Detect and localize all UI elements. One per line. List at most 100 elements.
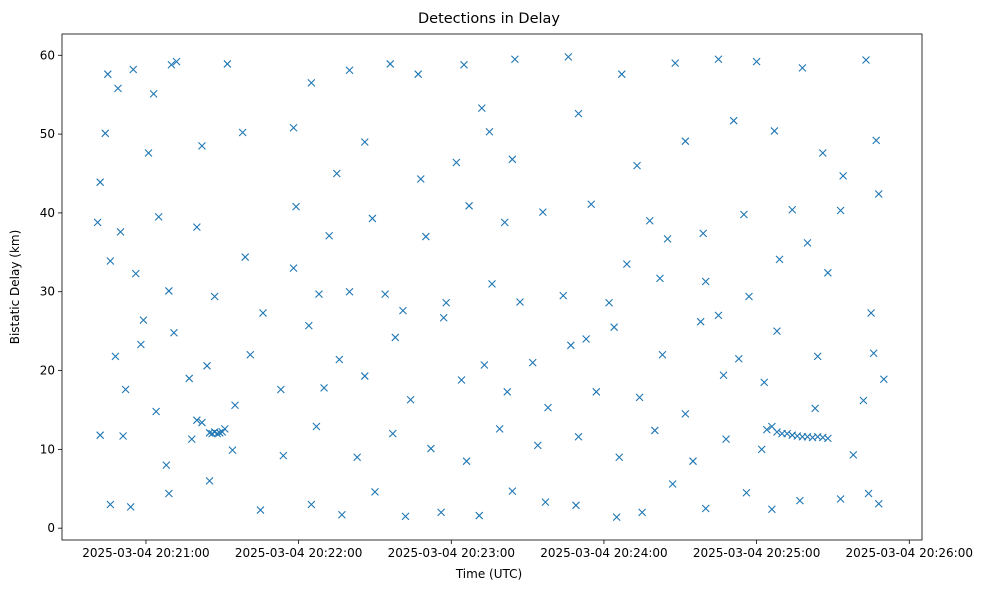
data-point-marker <box>129 65 138 74</box>
data-point-marker <box>386 60 395 68</box>
data-point-marker <box>164 287 173 295</box>
data-point-marker <box>783 429 792 438</box>
data-point-marker <box>337 510 346 519</box>
data-point-marker <box>144 149 153 157</box>
data-point-marker <box>770 127 779 135</box>
data-point-marker <box>325 231 334 240</box>
data-point-marker <box>238 128 247 137</box>
data-point-marker <box>154 212 163 221</box>
data-point-marker <box>111 352 120 361</box>
data-point-marker <box>740 210 748 219</box>
data-point-marker <box>93 218 102 227</box>
data-point-marker <box>185 374 194 383</box>
data-point-marker <box>460 60 468 69</box>
data-point-marker <box>167 60 176 69</box>
data-point-marker <box>668 480 677 488</box>
data-point-marker <box>289 264 298 272</box>
data-point-marker <box>879 375 888 384</box>
data-point-marker <box>528 358 537 367</box>
data-point-marker <box>663 235 672 243</box>
data-point-marker <box>574 109 583 118</box>
data-point-marker <box>136 340 145 349</box>
data-point-marker <box>615 453 624 462</box>
data-point-marker <box>867 309 876 317</box>
data-point-marker <box>96 431 105 440</box>
data-point-marker <box>231 401 239 410</box>
data-point-marker <box>210 292 219 301</box>
data-point-marker <box>149 90 158 98</box>
data-point-marker <box>388 429 397 438</box>
y-axis-ticks: 0 10 20 30 40 50 60 <box>40 48 62 535</box>
data-point-marker <box>696 317 705 326</box>
data-point-marker <box>729 116 738 125</box>
data-point-marker <box>477 104 486 112</box>
data-point-marker <box>671 59 680 68</box>
data-point-marker <box>421 232 430 241</box>
data-point-marker <box>307 78 316 87</box>
data-point-marker <box>126 503 135 511</box>
data-point-marker <box>587 200 596 209</box>
data-point-marker <box>106 500 115 509</box>
data-point-marker <box>391 333 400 342</box>
data-point-marker <box>617 70 626 79</box>
data-point-marker <box>131 269 140 278</box>
data-point-marker <box>360 138 369 146</box>
data-point-marker <box>859 396 868 405</box>
plot-area: 2025-03-04 20:21:00 2025-03-04 20:22:00 20… <box>40 33 973 560</box>
data-point-marker <box>803 238 812 247</box>
data-point-marker <box>399 306 407 315</box>
data-point-marker <box>559 291 568 300</box>
data-point-marker <box>485 127 494 136</box>
data-point-marker <box>139 316 148 324</box>
data-point-marker <box>849 450 858 459</box>
data-point-marker <box>416 175 425 183</box>
x-tick-label: 2025-03-04 20:26:00 <box>846 546 973 560</box>
data-point-marker <box>335 355 344 364</box>
x-tick-label: 2025-03-04 20:21:00 <box>82 546 209 560</box>
data-point-marker <box>836 206 845 215</box>
data-point-marker <box>353 453 362 462</box>
data-point-marker <box>164 489 173 498</box>
data-point-marker <box>633 161 641 170</box>
data-point-marker <box>465 201 473 210</box>
data-point-marker <box>315 290 323 298</box>
data-point-marker <box>823 434 832 443</box>
data-point-marker <box>304 321 313 330</box>
data-point-marker <box>839 171 848 180</box>
data-point-marker <box>516 298 524 306</box>
x-axis-title: Time (UTC) <box>455 567 522 581</box>
data-point-marker <box>699 229 708 238</box>
data-point-marker <box>462 457 471 466</box>
data-point-marker <box>638 508 647 517</box>
data-point-marker <box>511 55 519 64</box>
data-point-marker <box>345 66 354 75</box>
data-point-marker <box>681 137 690 146</box>
data-point-marker <box>452 158 461 167</box>
data-point-marker <box>605 298 613 307</box>
data-point-marker <box>714 311 723 320</box>
data-point-marker <box>121 385 130 394</box>
data-point-marker <box>213 429 222 438</box>
data-point-marker <box>813 352 822 361</box>
x-tick-label: 2025-03-04 20:22:00 <box>235 546 362 560</box>
data-point-marker <box>172 57 181 66</box>
data-point-marker <box>116 227 125 236</box>
data-point-marker <box>414 70 423 79</box>
data-point-marker <box>223 60 232 68</box>
data-point-marker <box>745 292 753 301</box>
data-point-marker <box>101 129 110 138</box>
data-point-marker <box>170 328 178 337</box>
data-point-marker <box>162 461 171 470</box>
data-point-marker <box>360 372 369 380</box>
data-point-marker <box>103 70 112 79</box>
data-point-marker <box>500 218 509 227</box>
chart-title: Detections in Delay <box>418 11 560 27</box>
data-point-marker <box>773 327 781 336</box>
data-point-marker <box>798 64 807 72</box>
data-point-marker <box>203 361 211 370</box>
data-point-marker <box>198 142 206 150</box>
data-point-marker <box>869 349 878 358</box>
y-tick-label: 0 <box>47 521 55 535</box>
data-point-marker <box>475 511 484 520</box>
data-point-marker <box>508 487 517 496</box>
